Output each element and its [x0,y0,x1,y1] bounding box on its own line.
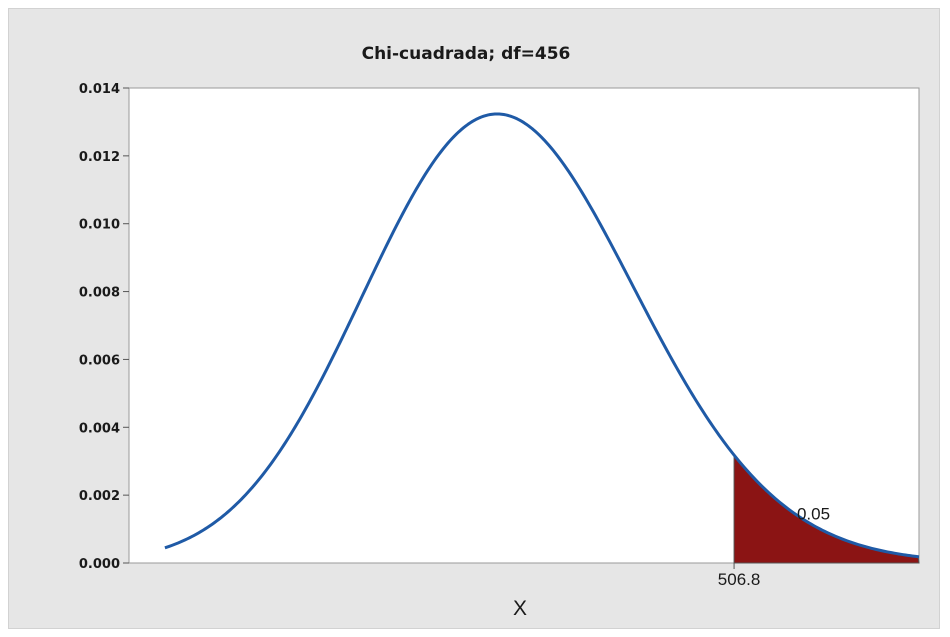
y-tick-label-2: 0.004 [79,421,120,436]
density-curve [164,112,920,559]
y-axis: 0.000 0.002 0.004 0.008 0.010 0.012 0.014 0.006 [79,82,129,572]
y-tick-label-1: 0.002 [79,489,120,504]
y-tick-label-6: 0.014 [79,82,120,97]
y-tick-label-7: 0.006 [79,353,120,368]
y-tick-label-5: 0.012 [79,150,120,165]
chi-square-chart: Chi-cuadrada; df=456 0.0000.0020.0040.00… [79,44,920,620]
chart-title: Chi-cuadrada; df=456 [362,44,571,64]
y-tick-label-0: 0.000 [79,557,120,572]
x-axis-label: X [513,597,527,620]
plot-area [128,87,920,564]
y-tick-label-4: 0.010 [79,218,120,233]
critical-value-label: 506.8 [718,570,761,589]
chart-frame: Chi-cuadrada; df=456 0.000 0.002 0.004 0.00… [8,8,940,629]
shaded-area-label: 0.05 [797,505,830,524]
y-tick-label-3: 0.008 [79,286,120,301]
